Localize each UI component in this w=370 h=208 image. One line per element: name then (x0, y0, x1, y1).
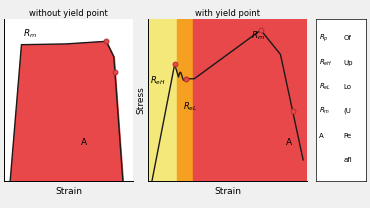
Text: A: A (319, 132, 324, 139)
Text: Lo: Lo (344, 84, 352, 90)
Text: Of: Of (344, 35, 352, 41)
Text: Pe: Pe (344, 132, 352, 139)
Bar (192, 19, 307, 181)
X-axis label: Strain: Strain (55, 187, 82, 196)
Text: $R_p$: $R_p$ (319, 32, 329, 44)
Bar (176, 19, 192, 181)
Text: Up: Up (344, 59, 353, 66)
Text: (U: (U (344, 108, 352, 114)
Title: with yield point: with yield point (195, 9, 260, 18)
Text: $R_{eL}$: $R_{eL}$ (319, 82, 331, 92)
Text: A: A (286, 138, 293, 147)
X-axis label: Strain: Strain (214, 187, 241, 196)
Title: without yield point: without yield point (29, 9, 108, 18)
Text: $R_{eL}$: $R_{eL}$ (183, 101, 197, 113)
Bar (148, 19, 176, 181)
Text: $R_m$: $R_m$ (23, 28, 37, 40)
Text: $R_m$: $R_m$ (252, 29, 265, 42)
Y-axis label: Stress: Stress (136, 86, 145, 114)
Text: afl: afl (344, 157, 353, 163)
Text: $R_m$: $R_m$ (319, 106, 330, 116)
Text: A: A (81, 138, 88, 147)
Text: $R_{eH}$: $R_{eH}$ (319, 57, 332, 68)
Text: $R_{eH}$: $R_{eH}$ (149, 75, 165, 87)
